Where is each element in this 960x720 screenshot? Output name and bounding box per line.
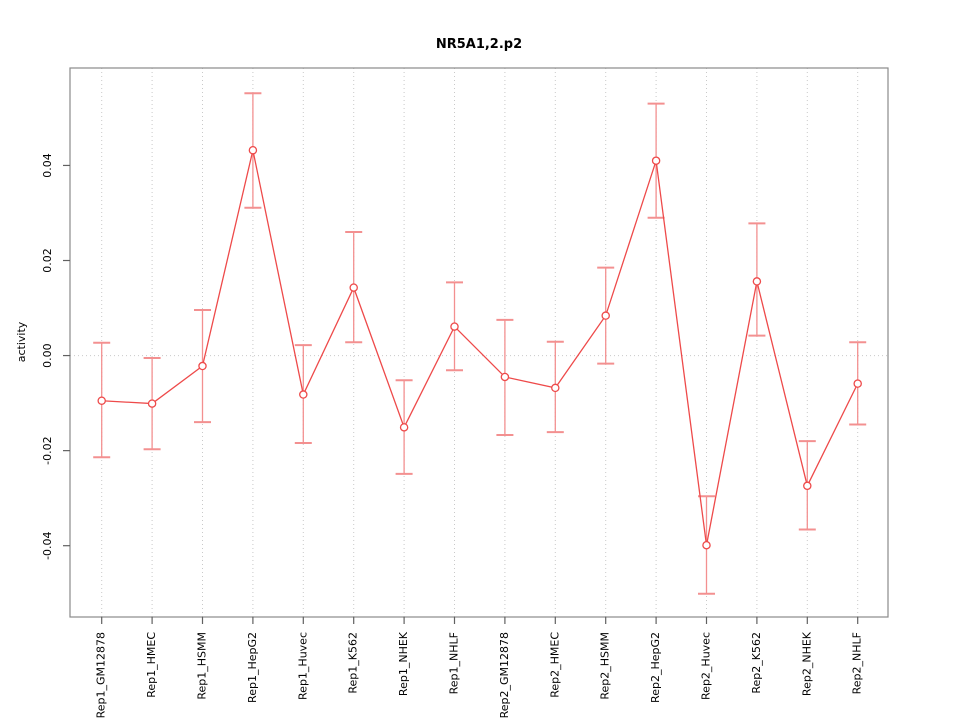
x-tick-label: Rep2_HSMM bbox=[599, 632, 612, 700]
data-point-marker bbox=[803, 481, 812, 491]
x-tick-label: Rep1_HSMM bbox=[196, 632, 209, 700]
x-tick-label: Rep2_HepG2 bbox=[649, 632, 662, 703]
x-tick-label: Rep1_HepG2 bbox=[246, 632, 259, 703]
data-point-marker bbox=[702, 540, 711, 550]
y-tick-label: 0.00 bbox=[41, 343, 54, 368]
x-tick-label: Rep2_NHEK bbox=[800, 631, 813, 696]
data-point-marker bbox=[349, 283, 358, 292]
y-tick-label: 0.04 bbox=[41, 153, 54, 178]
data-point-marker bbox=[601, 311, 610, 320]
data-point-marker bbox=[752, 277, 762, 286]
x-tick-label: Rep1_NHEK bbox=[397, 631, 410, 696]
data-point-marker bbox=[147, 399, 157, 408]
data-point-marker bbox=[450, 322, 459, 331]
y-tick-label: -0.04 bbox=[41, 531, 54, 559]
plot-box bbox=[69, 67, 889, 618]
x-tick-label: Rep2_HMEC bbox=[548, 632, 561, 698]
data-point-marker bbox=[651, 156, 661, 165]
data-point-marker bbox=[248, 145, 258, 155]
y-axis-title: activity bbox=[15, 321, 28, 362]
data-point-marker bbox=[551, 383, 560, 393]
x-tick-label: Rep2_K562 bbox=[750, 632, 763, 694]
data-point-marker bbox=[97, 396, 106, 405]
x-tick-label: Rep1_K562 bbox=[347, 632, 360, 694]
x-tick-label: Rep2_Huvec bbox=[700, 632, 713, 700]
chart-title: NR5A1,2.p2 bbox=[436, 37, 522, 52]
axes-layer: -0.04 -0.02 0.00 0.02 0.04 Rep1_GM12878 Rep1_H… bbox=[41, 67, 889, 718]
series-line bbox=[101, 150, 859, 546]
data-point-marker bbox=[399, 423, 409, 432]
x-tick-label: Rep1_Huvec bbox=[296, 632, 309, 700]
gridlines-layer bbox=[70, 68, 888, 617]
data-point-marker bbox=[853, 379, 862, 388]
data-point-marker bbox=[299, 390, 308, 399]
x-tick-label: Rep1_GM12878 bbox=[95, 632, 108, 718]
series-layer bbox=[93, 92, 867, 595]
y-tick-label: 0.02 bbox=[41, 248, 54, 273]
x-tick-label: Rep1_HMEC bbox=[145, 632, 158, 698]
x-tick-label: Rep1_NHLF bbox=[448, 632, 461, 694]
x-tick-label: Rep2_GM12878 bbox=[498, 632, 511, 718]
x-tick-label: Rep2_NHLF bbox=[851, 632, 864, 694]
data-point-marker bbox=[500, 372, 510, 382]
y-tick-label: -0.02 bbox=[41, 436, 54, 464]
data-point-marker bbox=[198, 361, 207, 371]
